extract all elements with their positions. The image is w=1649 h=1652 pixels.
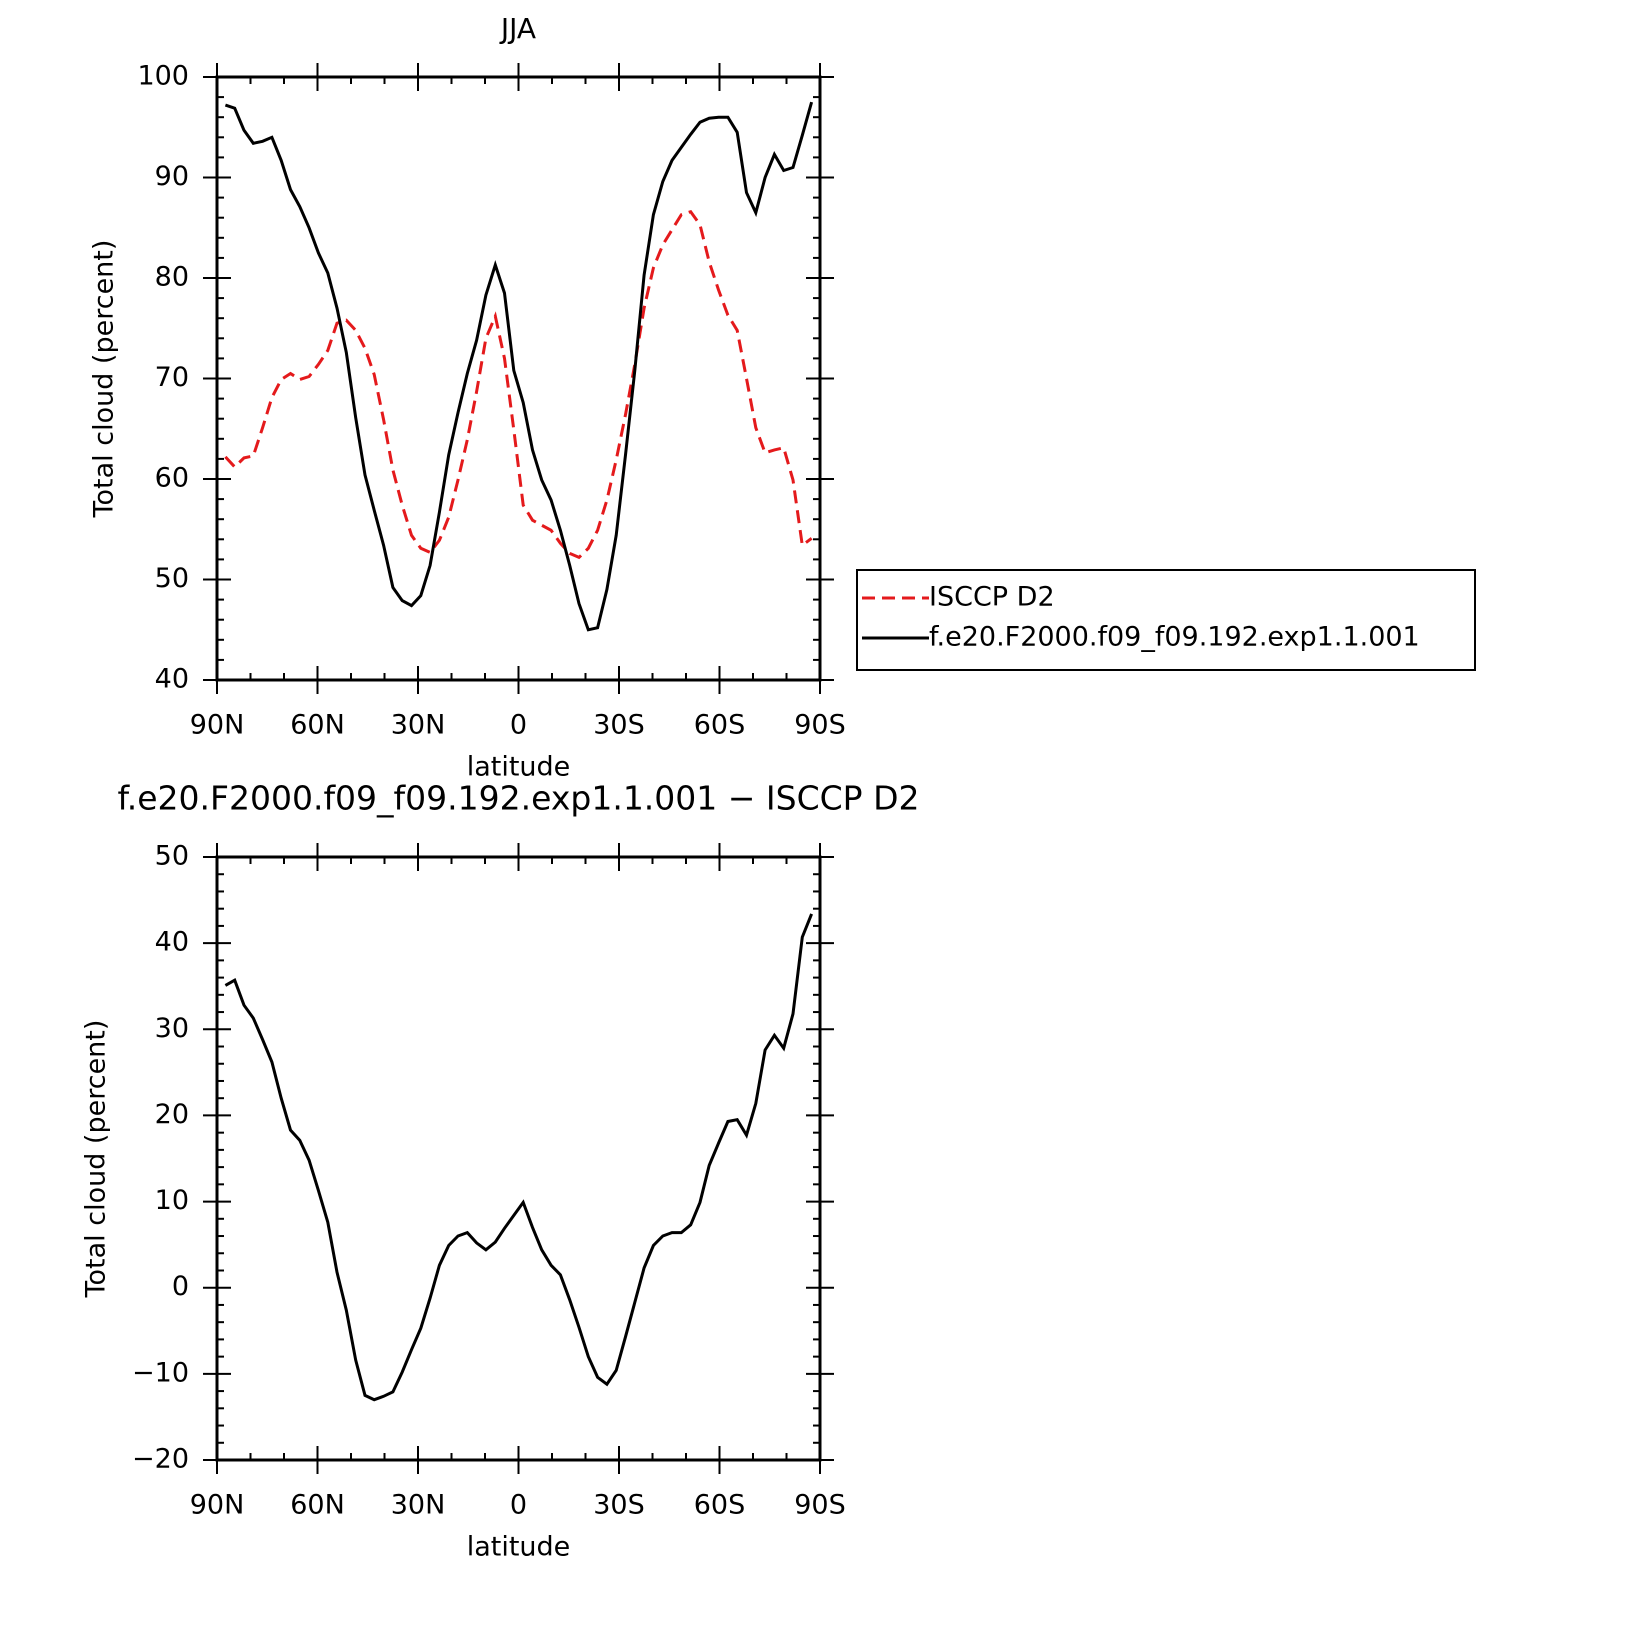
y-tick-label: 50	[155, 563, 189, 594]
legend-box	[856, 569, 1476, 671]
y-axis-label: Total cloud (percent)	[81, 1020, 112, 1299]
x-tick-label: 90N	[190, 1490, 245, 1521]
y-tick-label: 80	[155, 262, 189, 293]
y-tick-label: 100	[137, 61, 189, 92]
x-tick-label: 30S	[593, 1490, 645, 1521]
x-tick-label: 90S	[794, 1490, 846, 1521]
data-line	[224, 209, 813, 560]
x-tick-label: 0	[510, 1490, 527, 1521]
plot-frame	[215, 855, 822, 1462]
x-tick-label: 30S	[593, 710, 645, 741]
data-line	[224, 101, 814, 632]
y-tick-label: 60	[155, 463, 189, 494]
chart-title: f.e20.F2000.f09_f09.192.exp1.1.001 − ISC…	[118, 779, 920, 818]
y-axis-label: Total cloud (percent)	[89, 240, 120, 519]
legend-label: ISCCP D2	[929, 582, 1055, 613]
y-tick-label: 30	[155, 1013, 189, 1044]
x-tick-label: 60S	[694, 710, 746, 741]
y-tick-label: 40	[155, 927, 189, 958]
y-tick-label: 90	[155, 161, 189, 192]
y-tick-label: 20	[155, 1099, 189, 1130]
y-tick-label: −10	[132, 1357, 189, 1388]
chart-title: JJA	[499, 12, 536, 45]
y-tick-label: 0	[172, 1271, 189, 1302]
plot-frame	[215, 75, 822, 682]
y-tick-label: 70	[155, 362, 189, 393]
y-tick-label: 10	[155, 1185, 189, 1216]
legend-label: f.e20.F2000.f09_f09.192.exp1.1.001	[929, 622, 1420, 653]
x-tick-label: 30N	[391, 1490, 446, 1521]
y-tick-label: −20	[132, 1444, 189, 1475]
x-tick-label: 60N	[290, 710, 345, 741]
x-tick-label: 90S	[794, 710, 846, 741]
x-tick-label: 60N	[290, 1490, 345, 1521]
y-tick-label: 50	[155, 841, 189, 872]
data-line	[224, 913, 813, 1402]
x-tick-label: 0	[510, 710, 527, 741]
x-tick-label: 90N	[190, 710, 245, 741]
x-axis-label: latitude	[467, 752, 571, 783]
x-tick-label: 60S	[694, 1490, 746, 1521]
x-tick-label: 30N	[391, 710, 446, 741]
y-tick-label: 40	[155, 664, 189, 695]
x-axis-label: latitude	[467, 1532, 571, 1563]
